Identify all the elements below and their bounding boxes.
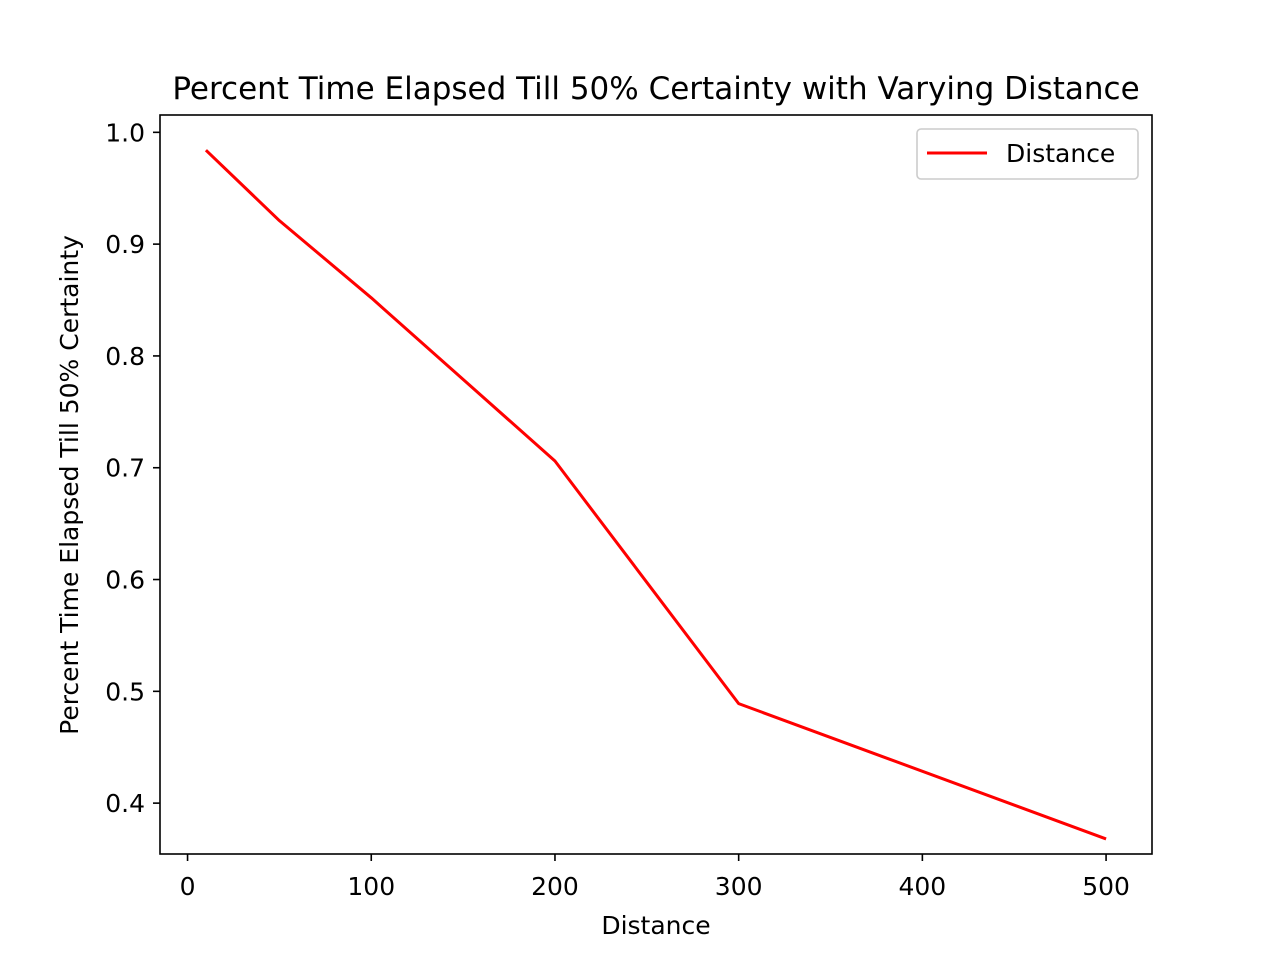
y-axis-label: Percent Time Elapsed Till 50% Certainty [55,235,84,735]
x-axis-label: Distance [601,911,710,940]
legend-box [916,128,1139,180]
legend: Distance [916,128,1139,180]
y-tick-label: 0.5 [105,677,145,706]
x-tick-label: 500 [1082,872,1130,901]
chart-title: Percent Time Elapsed Till 50% Certainty … [172,71,1139,107]
x-tick-label: 100 [347,872,395,901]
x-tick-label: 300 [715,872,763,901]
x-tick-label: 400 [899,872,947,901]
x-tick-label: 0 [180,872,196,901]
plot-background [160,115,1152,854]
y-axis-ticks: 0.4 0.5 0.6 0.7 0.8 0.9 1.0 [105,118,160,818]
x-tick-label: 200 [531,872,579,901]
x-axis-ticks: 0 100 200 300 400 500 [180,854,1130,901]
legend-label-distance: Distance [1006,139,1115,168]
y-tick-label: 1.0 [105,118,145,147]
y-tick-label: 0.6 [105,566,145,595]
plot-frame [159,114,1153,855]
y-tick-label: 0.7 [105,454,145,483]
y-tick-label: 0.4 [105,789,145,818]
series-line-distance [204,149,1107,841]
y-tick-label: 0.9 [105,230,145,259]
plot-area: 0 100 200 300 400 500 0.4 0.5 0.6 0.7 0.8 0.9 1.0 [105,114,1153,901]
series-layer [204,149,1107,841]
y-tick-label: 0.8 [105,342,145,371]
